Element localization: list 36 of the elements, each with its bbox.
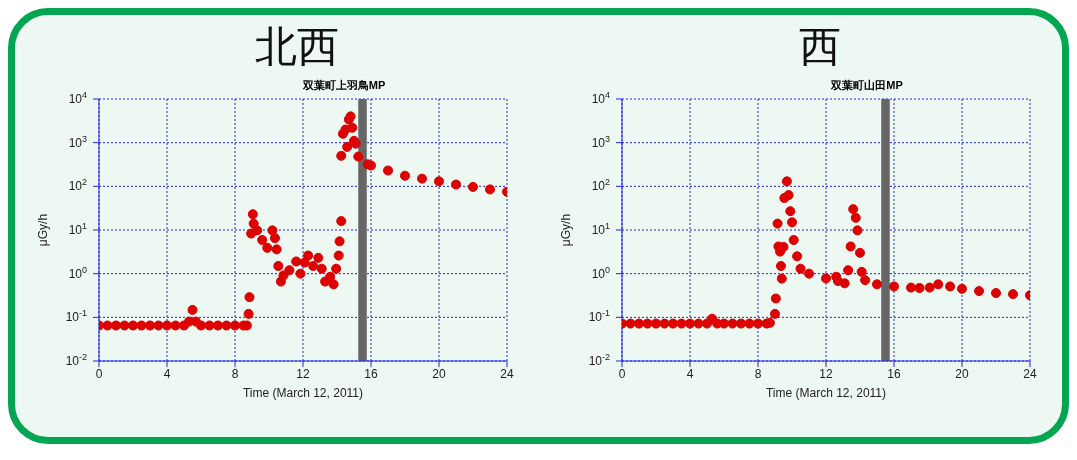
y-tick-label: 10$^{0}$ [68, 264, 87, 281]
x-axis-title: Time (March 12, 2011) [242, 386, 363, 400]
y-tick-label: 10$^{1}$ [68, 221, 87, 237]
y-tick-label: 10$^{1}$ [591, 221, 611, 237]
x-tick-label: 0 [618, 366, 626, 381]
y-tick-label: 10$^{-1}$ [588, 308, 611, 325]
x-tick-label: 24 [500, 366, 514, 381]
x-tick-label: 20 [955, 366, 970, 381]
x-tick-label: 4 [163, 366, 171, 381]
y-tick-label: 10$^{-2}$ [65, 352, 87, 368]
y-tick-label: 10$^{4}$ [68, 90, 87, 106]
chart-subtitle: 双葉町上羽鳥MP [301, 79, 385, 91]
x-tick-label: 16 [364, 366, 378, 381]
y-axis-title: μGy/h [36, 213, 51, 247]
x-tick-label: 12 [819, 366, 834, 381]
x-tick-label: 8 [754, 366, 762, 381]
y-tick-label: 10$^{3}$ [591, 133, 611, 150]
x-axis-title: Time (March 12, 2011) [766, 386, 887, 400]
x-tick-label: 12 [296, 366, 310, 381]
y-tick-label: 10$^{3}$ [68, 133, 87, 150]
chart-title: 西 [798, 22, 843, 71]
y-tick-label: 10$^{0}$ [591, 264, 611, 281]
y-tick-label: 10$^{-2}$ [588, 352, 611, 368]
x-tick-label: 20 [432, 366, 446, 381]
y-axis-title: μGy/h [559, 213, 574, 247]
x-tick-label: 24 [1023, 366, 1038, 381]
y-tick-label: 10$^{2}$ [591, 177, 611, 194]
x-tick-label: 8 [231, 366, 239, 381]
x-tick-label: 0 [95, 366, 103, 381]
x-tick-label: 16 [887, 366, 902, 381]
x-tick-label: 4 [686, 366, 694, 381]
y-tick-label: 10$^{2}$ [68, 177, 87, 194]
chart-title: 北西 [253, 22, 340, 71]
y-tick-label: 10$^{-1}$ [65, 308, 87, 325]
y-tick-label: 10$^{4}$ [591, 90, 611, 106]
chart-subtitle: 双葉町山田MP [830, 79, 903, 91]
